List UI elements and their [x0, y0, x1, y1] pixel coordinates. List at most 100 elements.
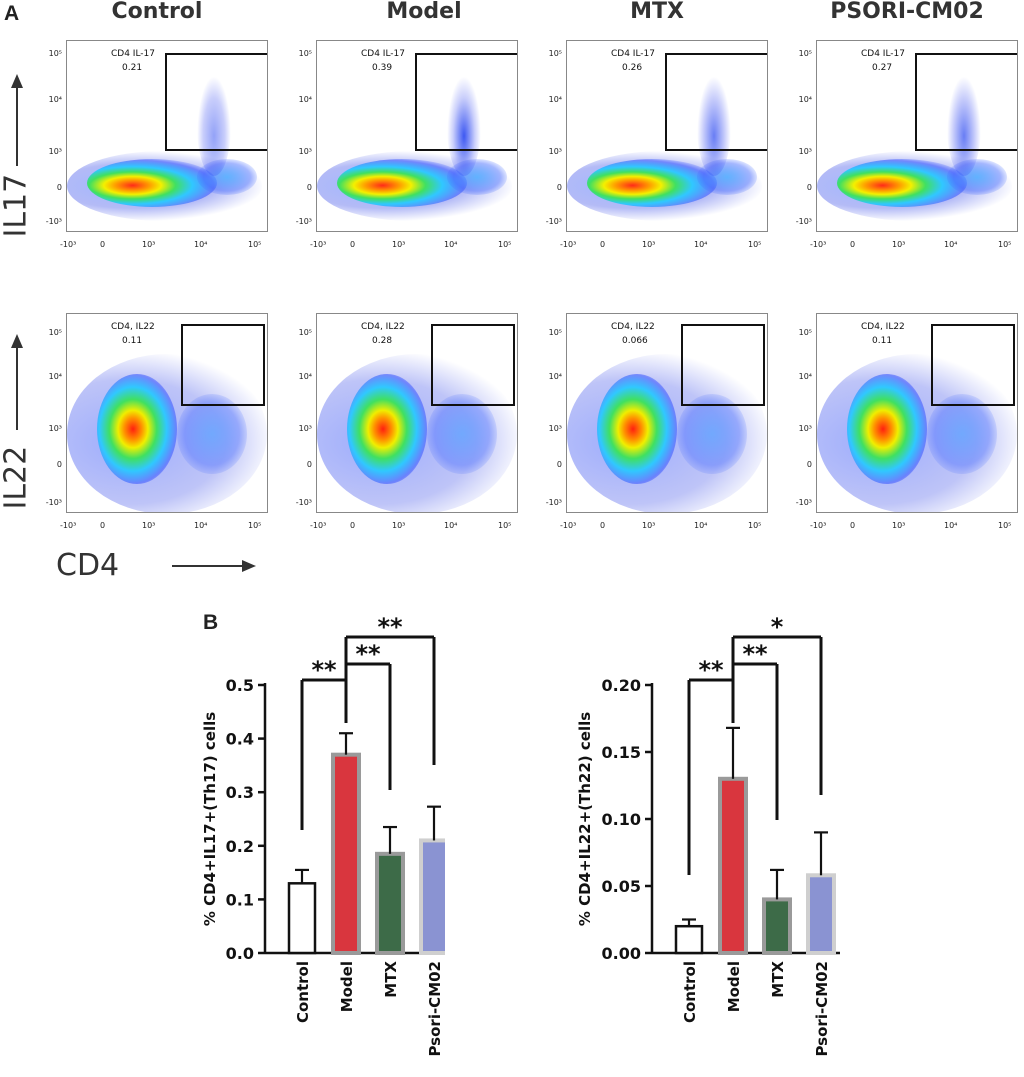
density-cloud: [587, 159, 717, 207]
y-tick-label: -10³: [795, 217, 812, 226]
y-tick-label: 10³: [548, 147, 562, 156]
y-tick-label: 0: [556, 183, 562, 192]
y-tick-label: 0.15: [602, 743, 641, 762]
significance-stars: **: [355, 640, 381, 668]
y-tick-label: 0: [806, 460, 812, 469]
gate-rectangle: [165, 53, 267, 151]
x-tick-label: 10⁵: [998, 240, 1012, 249]
il22-arrow: [11, 334, 23, 430]
y-tick-label: 10⁵: [548, 49, 562, 58]
x-tick-label: 10⁴: [444, 521, 458, 530]
density-cloud: [847, 374, 927, 484]
x-tick-label: -10³: [560, 521, 577, 530]
y-tick-label: -10³: [545, 217, 562, 226]
gate-rectangle: [415, 53, 517, 151]
category-label: Psori-CM02: [813, 961, 831, 1057]
density-cloud: [347, 374, 427, 484]
gate-name: CD4 IL-17: [611, 49, 656, 59]
flow-plot-frame: CD4 IL-17 0.21: [66, 40, 268, 232]
y-tick-label: 10⁵: [48, 328, 62, 337]
x-tick-label: 10³: [142, 521, 156, 530]
gate-name: CD4, IL22: [111, 322, 155, 332]
y-tick-label: 0.10: [602, 810, 641, 829]
x-axis-label-cd4: CD4: [56, 548, 120, 583]
density-cloud: [197, 76, 231, 176]
x-tick-label: 10⁵: [998, 521, 1012, 530]
y-tick-label: 10⁴: [798, 372, 812, 381]
th22-bar-chart: 0.00 0.05 0.10 0.15 0.20 % CD4+IL22+(Th22) ce…: [576, 613, 840, 1057]
x-tick-label: -10³: [560, 240, 577, 249]
significance-stars: **: [377, 613, 403, 641]
density-cloud: [837, 159, 967, 207]
y-tick-label: 10³: [298, 147, 312, 156]
category-label: MTX: [769, 961, 787, 998]
il17-arrow: [11, 74, 23, 166]
gate-name: CD4 IL-17: [361, 49, 406, 59]
x-tick-label: 10³: [892, 240, 906, 249]
density-cloud: [597, 374, 677, 484]
x-tick-label: -10³: [60, 521, 77, 530]
gate-percentage: 0.27: [872, 63, 893, 73]
density-cloud: [947, 76, 981, 176]
y-tick-label: -10³: [45, 498, 62, 507]
x-tick-label: 10³: [392, 521, 406, 530]
category-label: Model: [725, 961, 743, 1012]
y-tick-label: 10⁵: [48, 49, 62, 58]
x-tick-label: 10³: [142, 240, 156, 249]
bar-mtx: [375, 851, 405, 955]
y-tick-label: -10³: [295, 217, 312, 226]
gate-name: CD4, IL22: [861, 322, 905, 332]
significance-stars: **: [742, 640, 768, 668]
bar-mtx: [762, 897, 792, 955]
x-tick-label: 0: [350, 521, 356, 530]
x-tick-label: 10⁵: [498, 240, 512, 249]
density-cloud: [927, 394, 997, 474]
flow-plot-frame: CD4 IL-17 0.27: [816, 40, 1018, 232]
y-tick-label: 10⁴: [48, 95, 62, 104]
column-title-psori: PSORI-CM02: [830, 0, 984, 24]
y-tick-label: 10⁴: [298, 372, 312, 381]
y-tick-label: 0.0: [226, 944, 254, 963]
y-tick-label: 0.1: [226, 890, 254, 909]
y-tick-label: 10⁴: [548, 372, 562, 381]
gate-percentage: 0.28: [372, 336, 393, 346]
y-tick-label: 0.05: [602, 877, 641, 896]
y-tick-label: 0: [306, 460, 312, 469]
gate-rectangle: [931, 324, 1015, 406]
significance-stars: **: [698, 656, 724, 684]
x-tick-label: 0: [850, 240, 856, 249]
y-tick-label: 10⁴: [798, 95, 812, 104]
column-title-model: Model: [386, 0, 462, 24]
x-tick-label: 0: [100, 521, 106, 530]
flow-plot-frame: CD4 IL-17 0.39: [316, 40, 518, 232]
density-cloud: [97, 374, 177, 484]
bar-control: [287, 882, 317, 955]
x-tick-label: -10³: [810, 521, 827, 530]
x-tick-label: 10⁴: [194, 240, 208, 249]
x-tick-label: -10³: [310, 240, 327, 249]
y-tick-label: -10³: [45, 217, 62, 226]
x-tick-label: 10⁴: [694, 240, 708, 249]
x-tick-label: 10⁵: [748, 240, 762, 249]
y-tick-label: 0.5: [226, 676, 254, 695]
x-tick-label: -10³: [310, 521, 327, 530]
gate-name: CD4, IL22: [361, 322, 405, 332]
th17-bar-chart: 0.0 0.1 0.2 0.3 0.4 0.5 % CD4+IL17+(Th17) cell…: [201, 613, 445, 1057]
gate-percentage: 0.39: [372, 63, 393, 73]
density-cloud: [87, 159, 217, 207]
x-tick-label: 10⁴: [944, 240, 958, 249]
category-label: Model: [338, 961, 356, 1012]
density-cloud: [337, 159, 467, 207]
x-tick-label: 0: [600, 521, 606, 530]
gate-rectangle: [431, 324, 515, 406]
y-axis-title: % CD4+IL17+(Th17) cells: [201, 712, 219, 926]
bar-model: [718, 776, 748, 955]
cd4-arrow: [172, 560, 256, 572]
gate-rectangle: [681, 324, 765, 406]
y-tick-label: 0.00: [602, 944, 641, 963]
bar-model: [331, 752, 361, 955]
gate-name: CD4, IL22: [611, 322, 655, 332]
bar-psori-cm02: [419, 838, 445, 955]
y-tick-label: 10³: [298, 424, 312, 433]
row-label-il17: IL17: [0, 173, 34, 238]
